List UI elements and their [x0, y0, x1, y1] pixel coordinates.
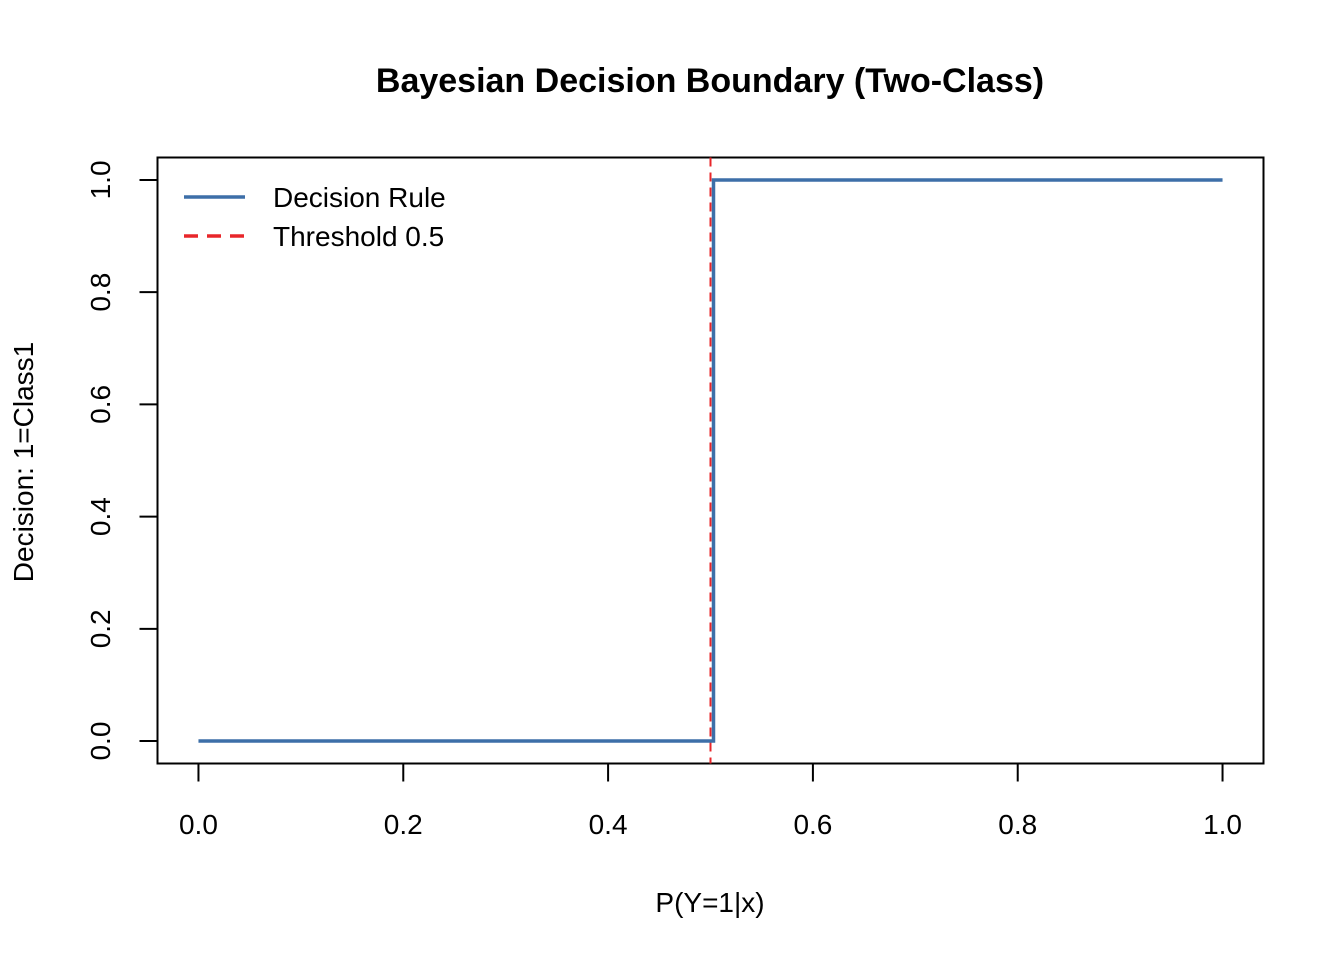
y-tick-label: 0.4 — [85, 497, 116, 536]
x-tick-label: 0.2 — [384, 809, 423, 840]
chart-title: Bayesian Decision Boundary (Two-Class) — [376, 62, 1044, 100]
x-tick-label: 0.4 — [589, 809, 628, 840]
x-tick-label: 0.0 — [179, 809, 218, 840]
x-axis: 0.0 0.2 0.4 0.6 0.8 1.0 — [179, 762, 1242, 840]
y-tick-label: 1.0 — [85, 160, 116, 199]
y-axis-label: Decision: 1=Class1 — [8, 342, 39, 582]
x-axis-label: P(Y=1|x) — [655, 887, 764, 918]
y-tick-label: 0.6 — [85, 385, 116, 424]
x-tick-label: 0.6 — [793, 809, 832, 840]
legend: Decision Rule Threshold 0.5 — [184, 182, 446, 252]
x-tick-label: 1.0 — [1203, 809, 1242, 840]
plot-area — [198, 157, 1223, 764]
y-tick-label: 0.0 — [85, 722, 116, 761]
legend-label-threshold: Threshold 0.5 — [273, 221, 444, 252]
decision-rule-line — [198, 178, 1223, 743]
y-tick-label: 0.8 — [85, 273, 116, 312]
y-tick-label: 0.2 — [85, 609, 116, 648]
y-axis: 0.0 0.2 0.4 0.6 0.8 1.0 — [85, 160, 159, 761]
x-tick-label: 0.8 — [998, 809, 1037, 840]
legend-label-decision-rule: Decision Rule — [273, 182, 446, 213]
